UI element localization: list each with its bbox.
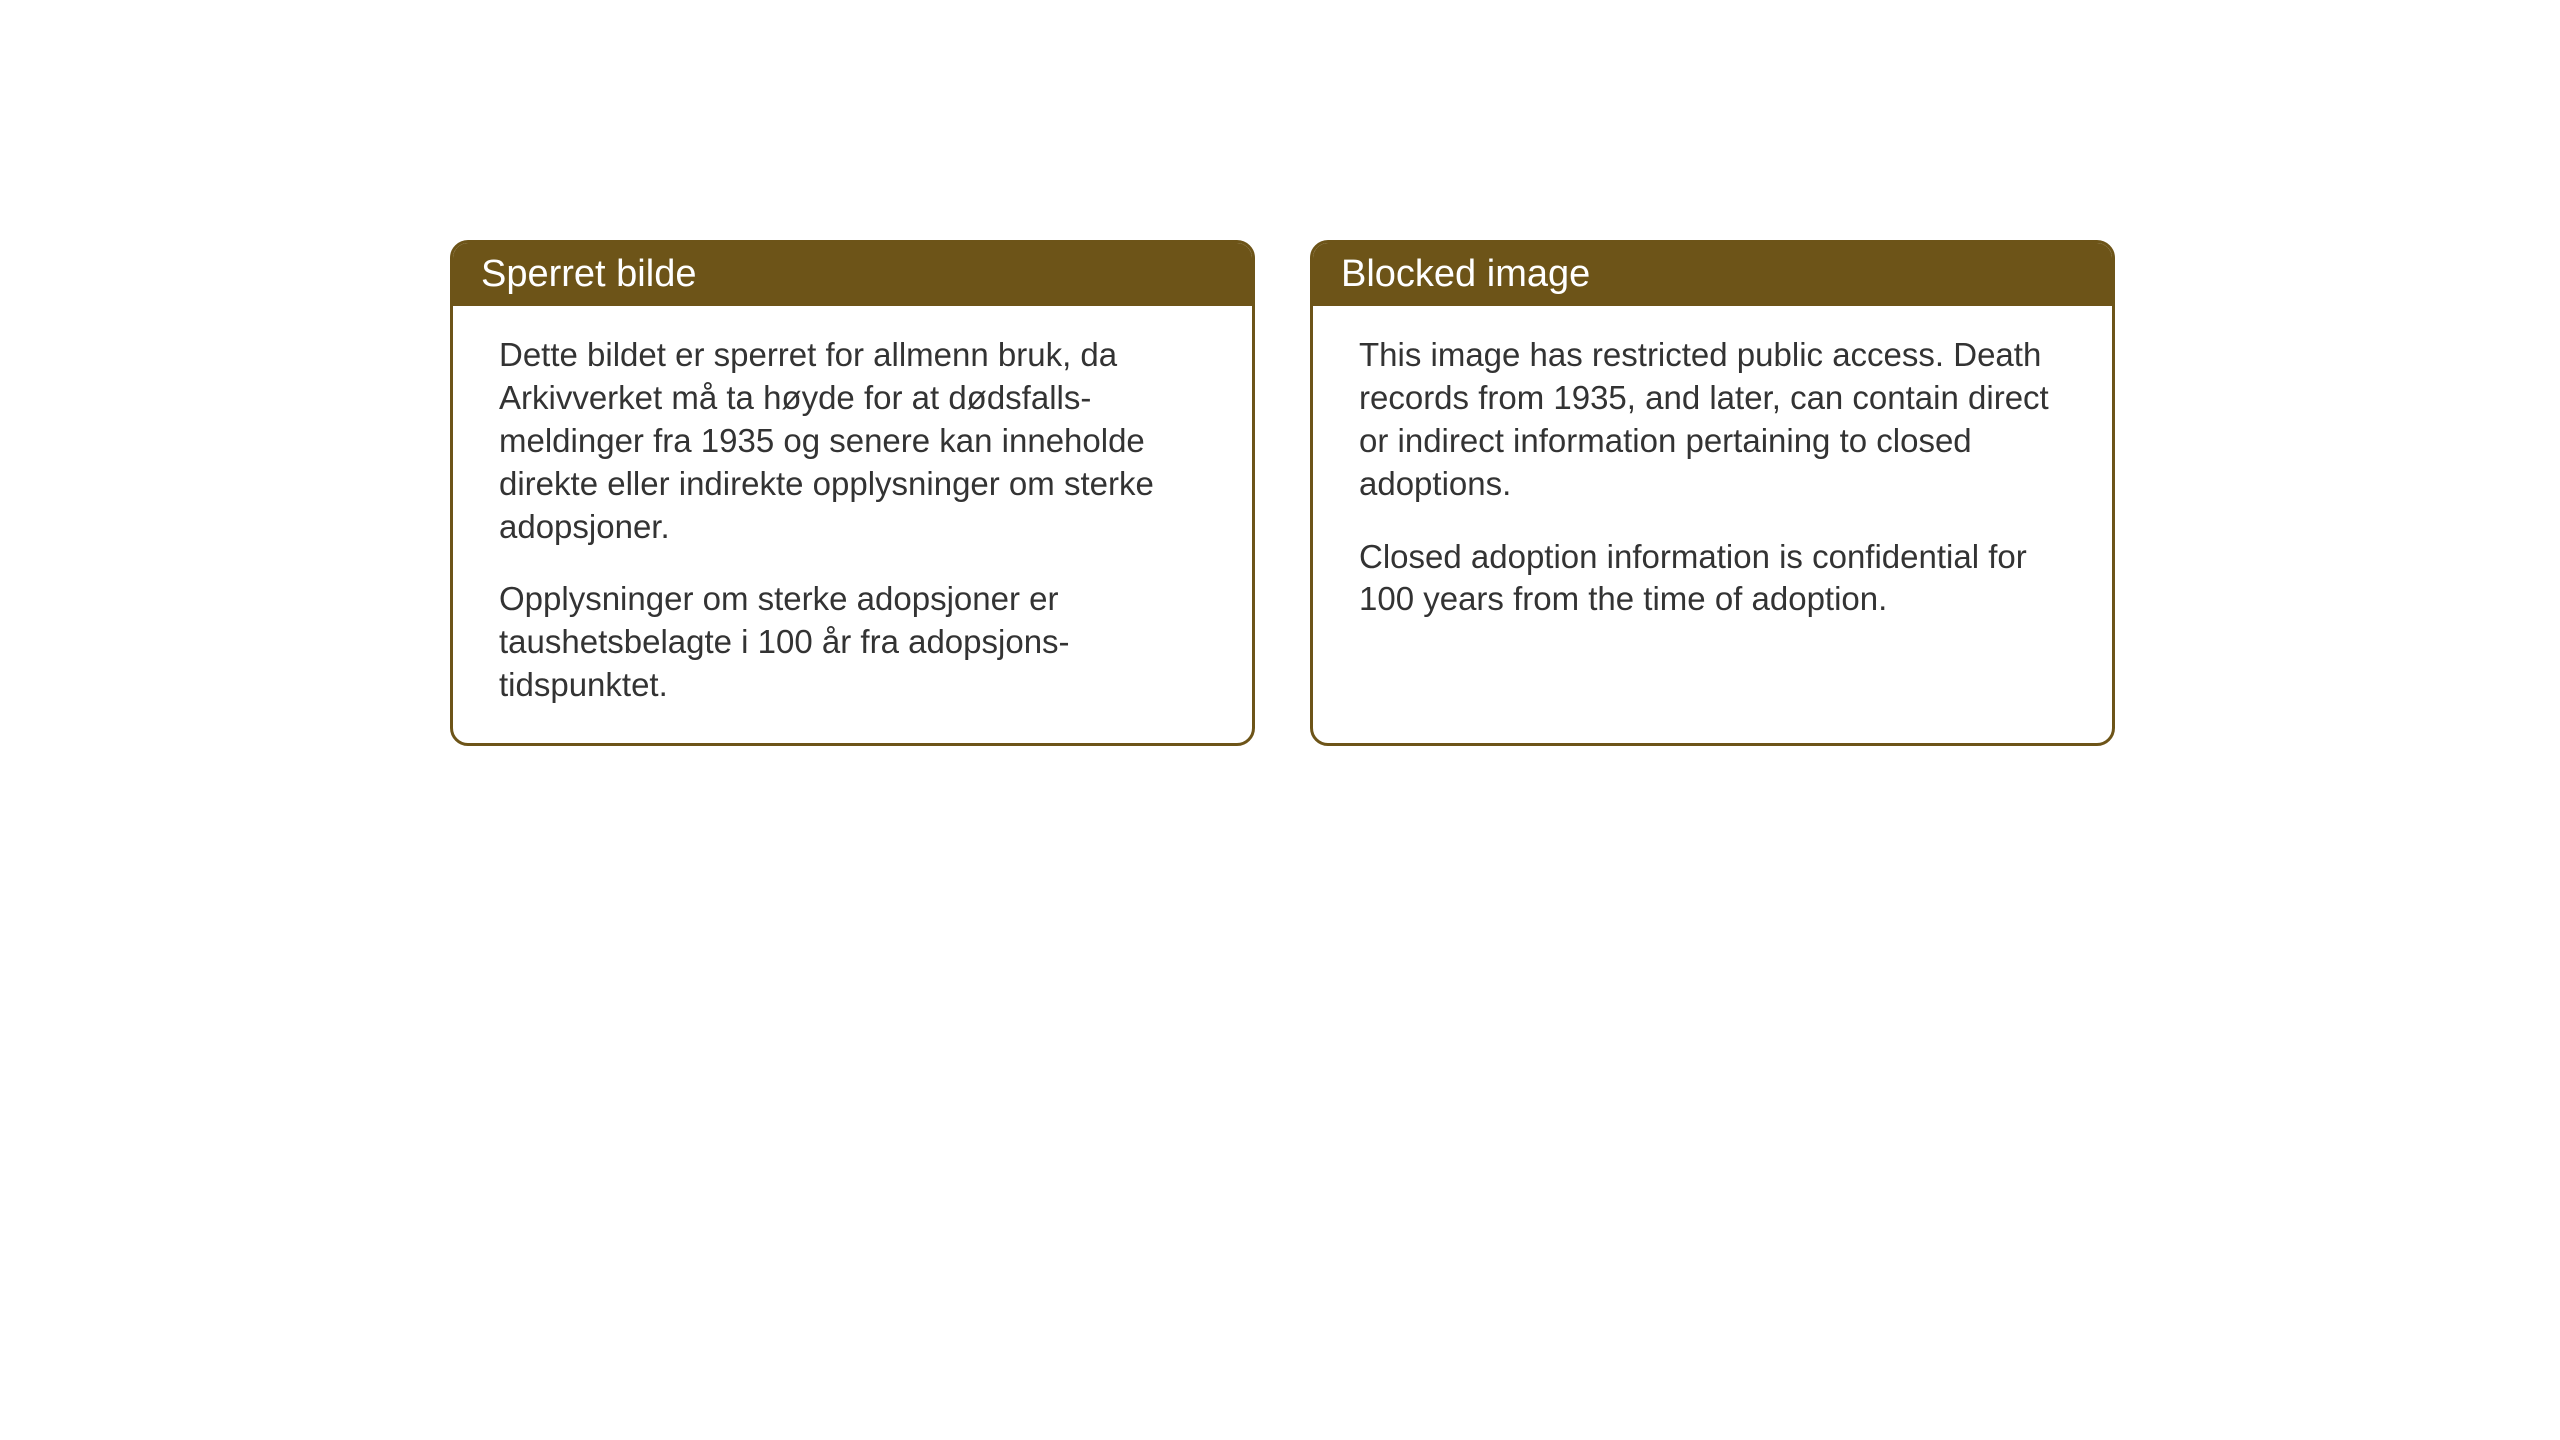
notice-header-norwegian: Sperret bilde xyxy=(453,243,1252,306)
notice-body-norwegian: Dette bildet er sperret for allmenn bruk… xyxy=(453,306,1252,743)
notice-para-1-english: This image has restricted public access.… xyxy=(1359,334,2066,506)
notice-header-english: Blocked image xyxy=(1313,243,2112,306)
notice-para-2-norwegian: Opplysninger om sterke adopsjoner er tau… xyxy=(499,578,1206,707)
notice-box-norwegian: Sperret bilde Dette bildet er sperret fo… xyxy=(450,240,1255,746)
notice-body-english: This image has restricted public access.… xyxy=(1313,306,2112,657)
notice-container: Sperret bilde Dette bildet er sperret fo… xyxy=(450,240,2115,746)
notice-box-english: Blocked image This image has restricted … xyxy=(1310,240,2115,746)
notice-para-1-norwegian: Dette bildet er sperret for allmenn bruk… xyxy=(499,334,1206,548)
notice-para-2-english: Closed adoption information is confident… xyxy=(1359,536,2066,622)
